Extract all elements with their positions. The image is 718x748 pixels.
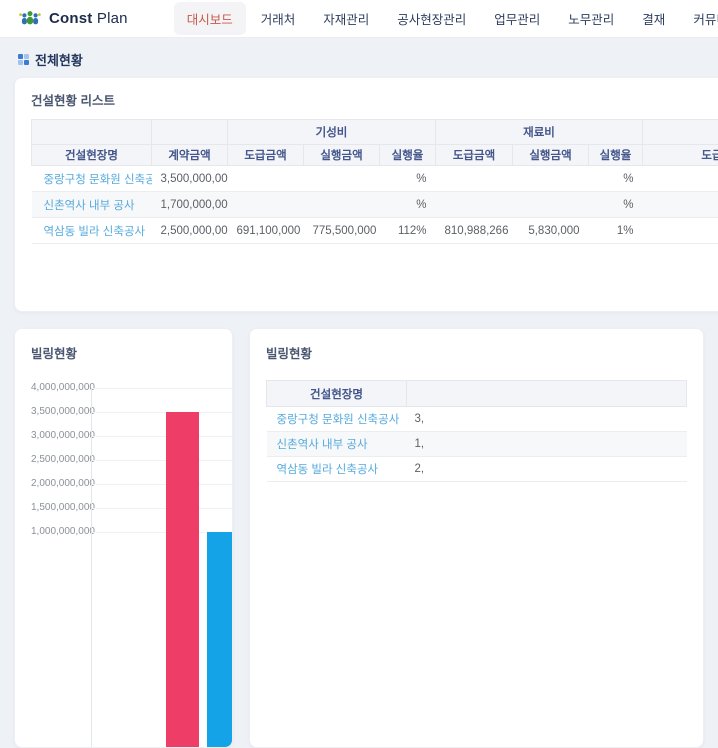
- amount-cell: 2,: [407, 457, 687, 482]
- app-name: Const Plan: [49, 10, 128, 27]
- nav-item-partners[interactable]: 거래처: [248, 2, 309, 35]
- column-header: 실행금액: [513, 145, 589, 166]
- people-group-icon: [18, 9, 42, 28]
- column-header: 계약금액: [152, 145, 228, 166]
- y-axis-tick-label: 2,500,000,000: [31, 454, 85, 466]
- billing-chart-card: 빌링현황 4,000,000,000 3,500,000,000 3,000,000…: [14, 328, 233, 748]
- nav-item-approval[interactable]: 결재: [629, 2, 678, 35]
- site-link[interactable]: 중랑구청 문화원 신축공사: [32, 166, 152, 192]
- site-link[interactable]: 중랑구청 문화원 신축공사: [267, 407, 407, 432]
- column-header: 건설현장명: [267, 381, 407, 407]
- amount-cell: 669,008,065: [643, 218, 718, 244]
- amount-cell: 1%: [589, 218, 643, 244]
- y-axis-tick-label: 4,000,000,000: [31, 382, 85, 394]
- overview-section-title: 전체현황: [35, 50, 83, 69]
- nav-item-materials[interactable]: 자재관리: [310, 2, 382, 35]
- column-header: 도급금액: [436, 145, 513, 166]
- chart-gridline: [91, 388, 233, 389]
- amount-cell: 112%: [380, 218, 436, 244]
- group-header: 재료비: [436, 120, 643, 145]
- amount-cell: 810,988,266: [436, 218, 513, 244]
- construction-list-title: 건설현황 리스트: [31, 90, 718, 109]
- amount-cell: [436, 166, 513, 192]
- amount-cell: [304, 192, 380, 218]
- y-axis-line: [91, 388, 92, 748]
- column-header: 실행금액: [304, 145, 380, 166]
- column-header: 실행율: [380, 145, 436, 166]
- overview-section-header: 전체현황: [18, 50, 700, 69]
- top-bar: Const Plan 대시보드 거래처 자재관리 공사현장관리 업무관리 노무관…: [0, 0, 718, 38]
- amount-cell: 775,500,000: [304, 218, 380, 244]
- amount-cell: %: [380, 166, 436, 192]
- bar-blue-0: [207, 532, 234, 748]
- group-header: [152, 120, 228, 145]
- y-axis-tick-label: 3,000,000,000: [31, 430, 85, 442]
- amount-cell: [643, 166, 718, 192]
- main-nav: 대시보드 거래처 자재관리 공사현장관리 업무관리 노무관리 결재 커뮤니티: [174, 2, 718, 35]
- amount-cell: [436, 192, 513, 218]
- site-link[interactable]: 신촌역사 내부 공사: [32, 192, 152, 218]
- column-header: [407, 381, 687, 407]
- nav-item-sites[interactable]: 공사현장관리: [384, 2, 479, 35]
- column-header: 건설현장명: [32, 145, 152, 166]
- amount-cell: %: [589, 192, 643, 218]
- y-axis-tick-label: 3,500,000,000: [31, 406, 85, 418]
- bar-pink-0: [166, 412, 199, 748]
- group-header: 기성비: [228, 120, 436, 145]
- site-link[interactable]: 역삼동 빌라 신축공사: [32, 218, 152, 244]
- y-axis-tick-label: 1,000,000,000: [31, 526, 85, 538]
- y-axis-tick-label: 2,000,000,000: [31, 478, 85, 490]
- amount-cell: [513, 166, 589, 192]
- dashboard-grid-icon: [18, 54, 29, 65]
- nav-item-community[interactable]: 커뮤니티: [680, 2, 718, 35]
- column-header: 도급금액: [228, 145, 304, 166]
- chart-gridline: [91, 436, 233, 437]
- amount-cell: [304, 166, 380, 192]
- amount-cell: 1,700,000,000: [152, 192, 228, 218]
- nav-item-tasks[interactable]: 업무관리: [481, 2, 553, 35]
- amount-cell: 3,500,000,000: [152, 166, 228, 192]
- amount-cell: [228, 192, 304, 218]
- chart-gridline: [91, 412, 233, 413]
- billing-table-title: 빌링현황: [266, 343, 687, 362]
- chart-gridline: [91, 508, 233, 509]
- nav-item-labor[interactable]: 노무관리: [555, 2, 627, 35]
- column-header: 실행율: [589, 145, 643, 166]
- amount-cell: 2,500,000,000: [152, 218, 228, 244]
- group-header: [32, 120, 152, 145]
- billing-bar-chart: 4,000,000,000 3,500,000,000 3,000,000,000 2…: [31, 382, 216, 748]
- group-header: [643, 120, 718, 145]
- amount-cell: [513, 192, 589, 218]
- y-axis-tick-label: 1,500,000,000: [31, 502, 85, 514]
- amount-cell: 691,100,000: [228, 218, 304, 244]
- amount-cell: [643, 192, 718, 218]
- column-header: 도급금액: [643, 145, 718, 166]
- nav-item-dashboard[interactable]: 대시보드: [174, 2, 246, 35]
- amount-cell: [228, 166, 304, 192]
- amount-cell: 1,: [407, 432, 687, 457]
- billing-chart-title: 빌링현황: [31, 343, 216, 362]
- bottom-row: 빌링현황 4,000,000,000 3,500,000,000 3,000,000…: [14, 328, 704, 748]
- site-link[interactable]: 신촌역사 내부 공사: [267, 432, 407, 457]
- chart-gridline: [91, 484, 233, 485]
- amount-cell: %: [589, 166, 643, 192]
- site-link[interactable]: 역삼동 빌라 신축공사: [267, 457, 407, 482]
- app-logo[interactable]: Const Plan: [18, 9, 128, 28]
- amount-cell: 3,: [407, 407, 687, 432]
- chart-gridline: [91, 460, 233, 461]
- amount-cell: 5,830,000: [513, 218, 589, 244]
- amount-cell: %: [380, 192, 436, 218]
